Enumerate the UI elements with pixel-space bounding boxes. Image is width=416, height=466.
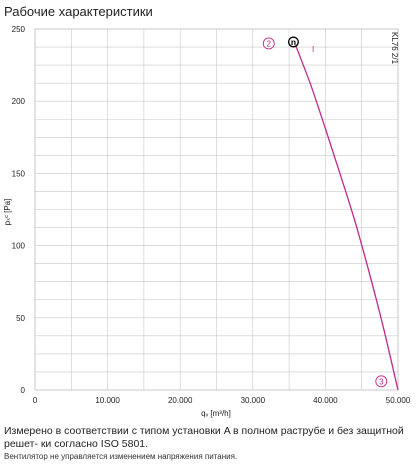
y-tick-label: 150 [12, 169, 26, 178]
series-line [294, 43, 399, 391]
axes: 0 10.000 20.000 30.000 40.000 50.000 0 50 100 150… [12, 25, 411, 405]
marker-label: 3 [379, 377, 384, 386]
series [294, 43, 399, 391]
chart-title: Рабочие характеристики [4, 4, 153, 19]
y-tick-label: 0 [21, 386, 26, 395]
markers: 2 n I 3 [262, 36, 388, 388]
y-tick-label: 50 [16, 314, 25, 323]
grid [34, 28, 399, 391]
control-note: Вентилятор не управляется изменением нап… [4, 452, 238, 461]
x-tick-label: 20.000 [168, 396, 193, 405]
marker-circle [288, 36, 299, 48]
marker-circle [375, 375, 388, 388]
x-tick-label: 30.000 [241, 396, 266, 405]
x-tick-label: 0 [33, 396, 38, 405]
marker-label: 2 [267, 39, 272, 48]
x-tick-label: 50.000 [386, 396, 411, 405]
performance-chart: 0 10.000 20.000 30.000 40.000 50.000 0 50 100 150… [3, 25, 411, 418]
y-tick-label: 250 [12, 25, 26, 34]
model-label: KL76 2/1 [390, 32, 399, 65]
y-axis-label: pₛᶜ [Pa] [3, 199, 12, 226]
x-axis-label: qᵥ [m³/h] [201, 409, 231, 418]
y-tick-label: 200 [12, 97, 26, 106]
marker-circle [262, 37, 275, 50]
marker-label: I [312, 45, 314, 54]
measurement-description: Измерено в соответствии с типом установк… [4, 425, 404, 450]
y-tick-label: 100 [12, 242, 26, 251]
x-tick-label: 10.000 [95, 396, 120, 405]
marker-label: n [291, 37, 296, 47]
x-tick-label: 40.000 [313, 396, 338, 405]
